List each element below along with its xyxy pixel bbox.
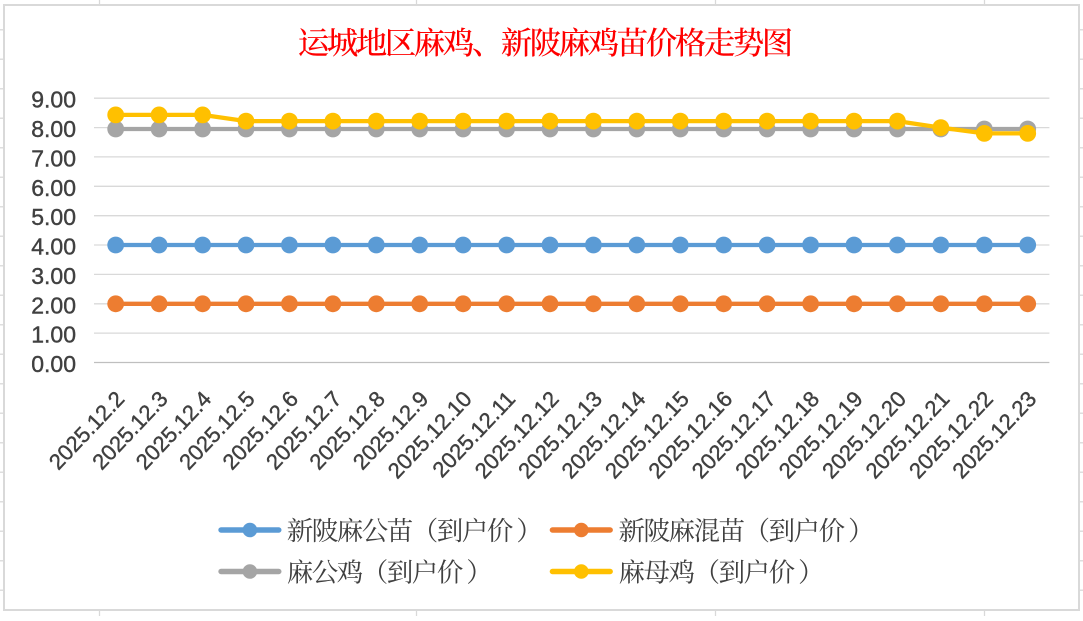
svg-text:9.00: 9.00	[31, 87, 76, 113]
svg-text:3.00: 3.00	[31, 263, 76, 289]
svg-text:5.00: 5.00	[31, 204, 76, 230]
svg-text:7.00: 7.00	[31, 145, 76, 171]
svg-text:2.00: 2.00	[31, 292, 76, 318]
svg-text:6.00: 6.00	[31, 175, 76, 201]
svg-text:1.00: 1.00	[31, 322, 76, 348]
svg-text:4.00: 4.00	[31, 234, 76, 260]
svg-text:0.00: 0.00	[31, 351, 76, 377]
svg-text:8.00: 8.00	[31, 116, 76, 142]
